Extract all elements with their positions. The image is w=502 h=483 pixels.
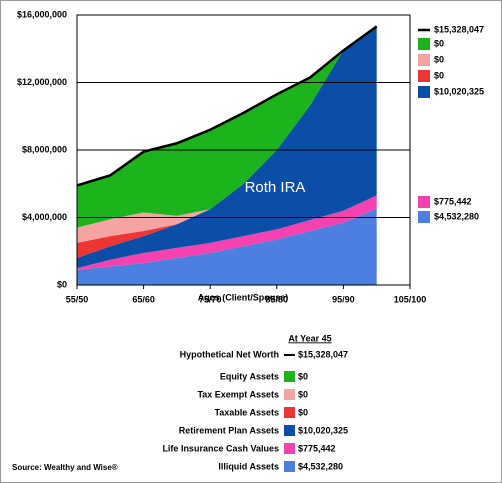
y-tick-label: $0 [57, 279, 67, 289]
legend-value: $4,532,280 [298, 461, 343, 471]
source: Source: Wealthy and Wise® [12, 463, 118, 472]
x-tick-label: 85/80 [266, 294, 289, 304]
end-label: $775,442 [434, 196, 472, 206]
end-label: $0 [434, 70, 444, 80]
end-swatch [418, 38, 430, 50]
end-label: $15,328,047 [434, 24, 484, 34]
legend-swatch [284, 461, 295, 472]
legend-value: $10,020,325 [298, 425, 348, 435]
x-tick-label: 105/100 [394, 294, 427, 304]
legend-value: $15,328,047 [298, 349, 348, 359]
area [77, 208, 377, 285]
end-label: $0 [434, 54, 444, 64]
area [77, 26, 377, 269]
end-label: $10,020,325 [434, 86, 484, 96]
y-tick-label: $4,000,000 [22, 212, 67, 222]
legend-label: Retirement Plan Assets [179, 425, 279, 435]
legend-label: Illiquid Assets [218, 461, 279, 471]
legend-swatch [284, 443, 295, 454]
end-swatch [418, 54, 430, 66]
end-swatch [418, 86, 430, 98]
legend-swatch [284, 407, 295, 418]
legend-swatch [284, 425, 295, 436]
legend-label: Tax Exempt Assets [197, 389, 279, 399]
x-tick-label: 65/60 [132, 294, 155, 304]
legend-label: Equity Assets [220, 371, 279, 381]
y-tick-label: $12,000,000 [17, 77, 67, 87]
x-tick-label: 95/90 [332, 294, 355, 304]
legend-swatch [284, 371, 295, 382]
legend-title: At Year 45 [288, 333, 331, 343]
legend-label: Taxable Assets [214, 407, 279, 417]
annotation: Roth IRA [245, 179, 306, 196]
legend-value: $775,442 [298, 443, 336, 453]
x-axis-label: Ages (Client/Spouse) [198, 292, 289, 302]
net-worth-line [76, 25, 378, 187]
y-tick-label: $16,000,000 [17, 9, 67, 19]
area [77, 26, 377, 228]
plot-frame [76, 14, 411, 286]
y-tick-label: $8,000,000 [22, 144, 67, 154]
end-label: $4,532,280 [434, 211, 479, 221]
end-swatch [418, 70, 430, 82]
area [77, 195, 377, 270]
legend-label: Hypothetical Net Worth [180, 349, 279, 359]
legend-label: Life Insurance Cash Values [162, 443, 279, 453]
legend-value: $0 [298, 389, 308, 399]
end-swatch [418, 211, 430, 223]
x-tick-label: 55/50 [66, 294, 89, 304]
x-tick-label: 75/70 [199, 294, 222, 304]
end-label: $0 [434, 38, 444, 48]
area [77, 26, 377, 243]
legend-swatch [284, 389, 295, 400]
legend-value: $0 [298, 371, 308, 381]
plot [76, 25, 378, 285]
legend-value: $0 [298, 407, 308, 417]
end-swatch [418, 196, 430, 208]
